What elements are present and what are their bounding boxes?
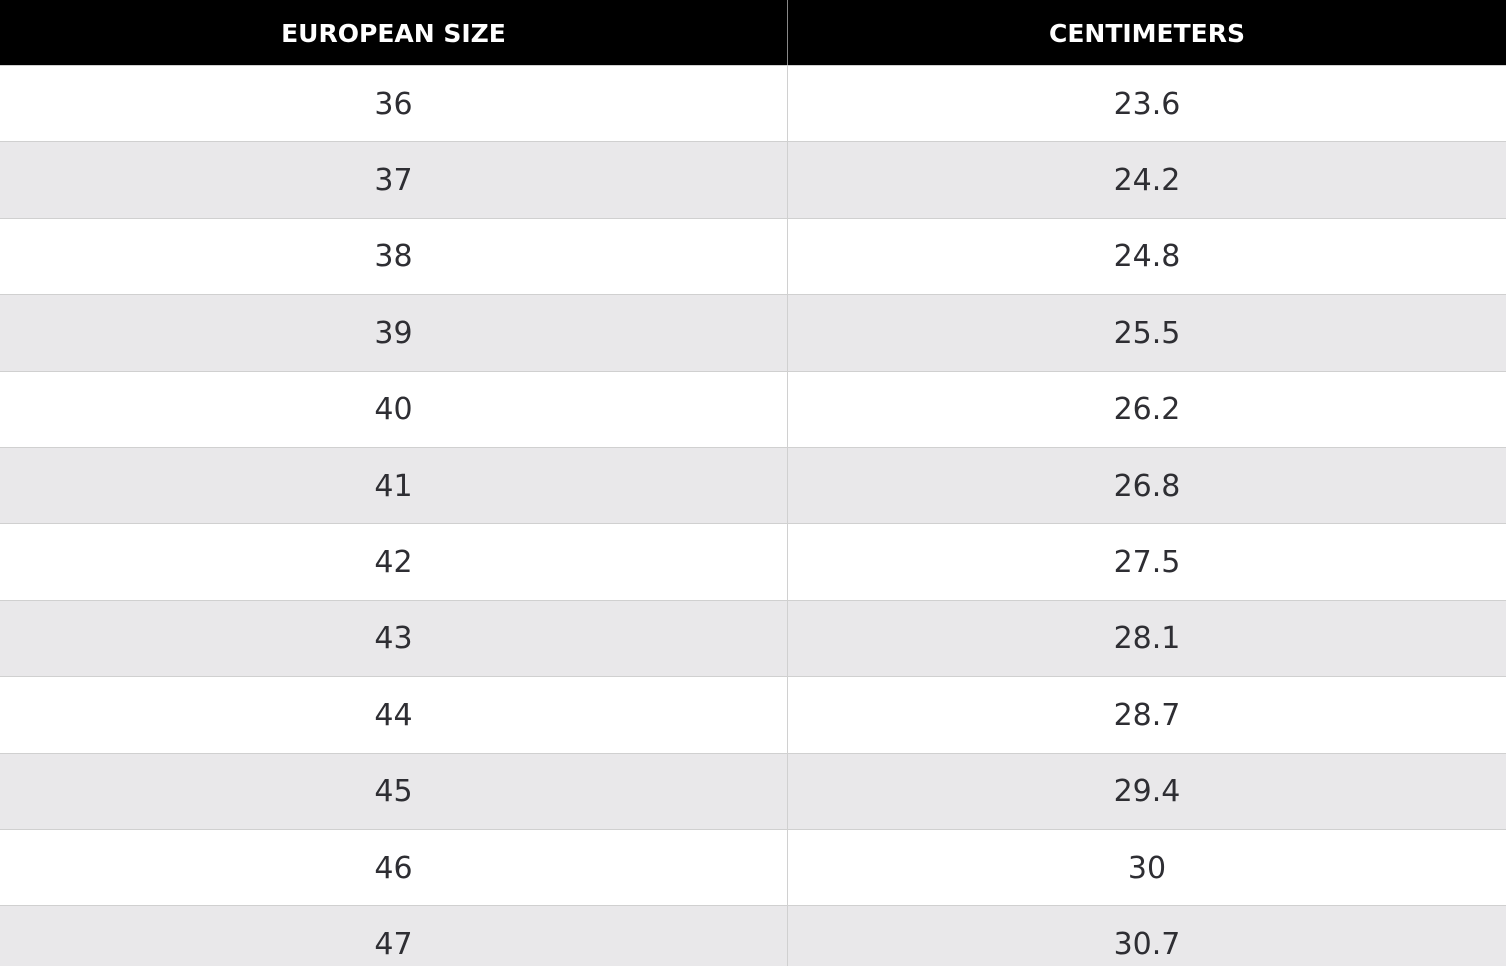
table-cell: 44	[0, 676, 788, 754]
header-cell: EUROPEAN SIZE	[0, 0, 788, 66]
table-cell: 45	[0, 752, 788, 830]
table-cell: 36	[0, 65, 788, 142]
table-cell: 47	[0, 905, 788, 966]
header-cell: CENTIMETERS	[788, 0, 1506, 66]
table-cell: 41	[0, 447, 788, 524]
table-cell: 23.6	[788, 65, 1506, 142]
table-cell: 26.8	[788, 447, 1506, 524]
table-cell: 25.5	[788, 294, 1506, 372]
table-cell: 42	[0, 523, 788, 601]
table-cell: 28.1	[788, 599, 1506, 677]
table-cell: 26.2	[788, 370, 1506, 448]
table-cell: 28.7	[788, 676, 1506, 753]
table-cell: 27.5	[788, 523, 1506, 600]
table-cell: 30.7	[788, 905, 1506, 966]
table-cell: 29.4	[788, 752, 1506, 830]
table-cell: 24.8	[788, 217, 1506, 295]
table-cell: 37	[0, 141, 788, 219]
table-cell: 40	[0, 370, 788, 448]
table-cell: 39	[0, 294, 788, 372]
table-cell: 43	[0, 599, 788, 677]
table-cell: 30	[788, 829, 1506, 906]
table-cell: 46	[0, 829, 788, 906]
table-cell: 24.2	[788, 141, 1506, 219]
table-cell: 38	[0, 217, 788, 295]
